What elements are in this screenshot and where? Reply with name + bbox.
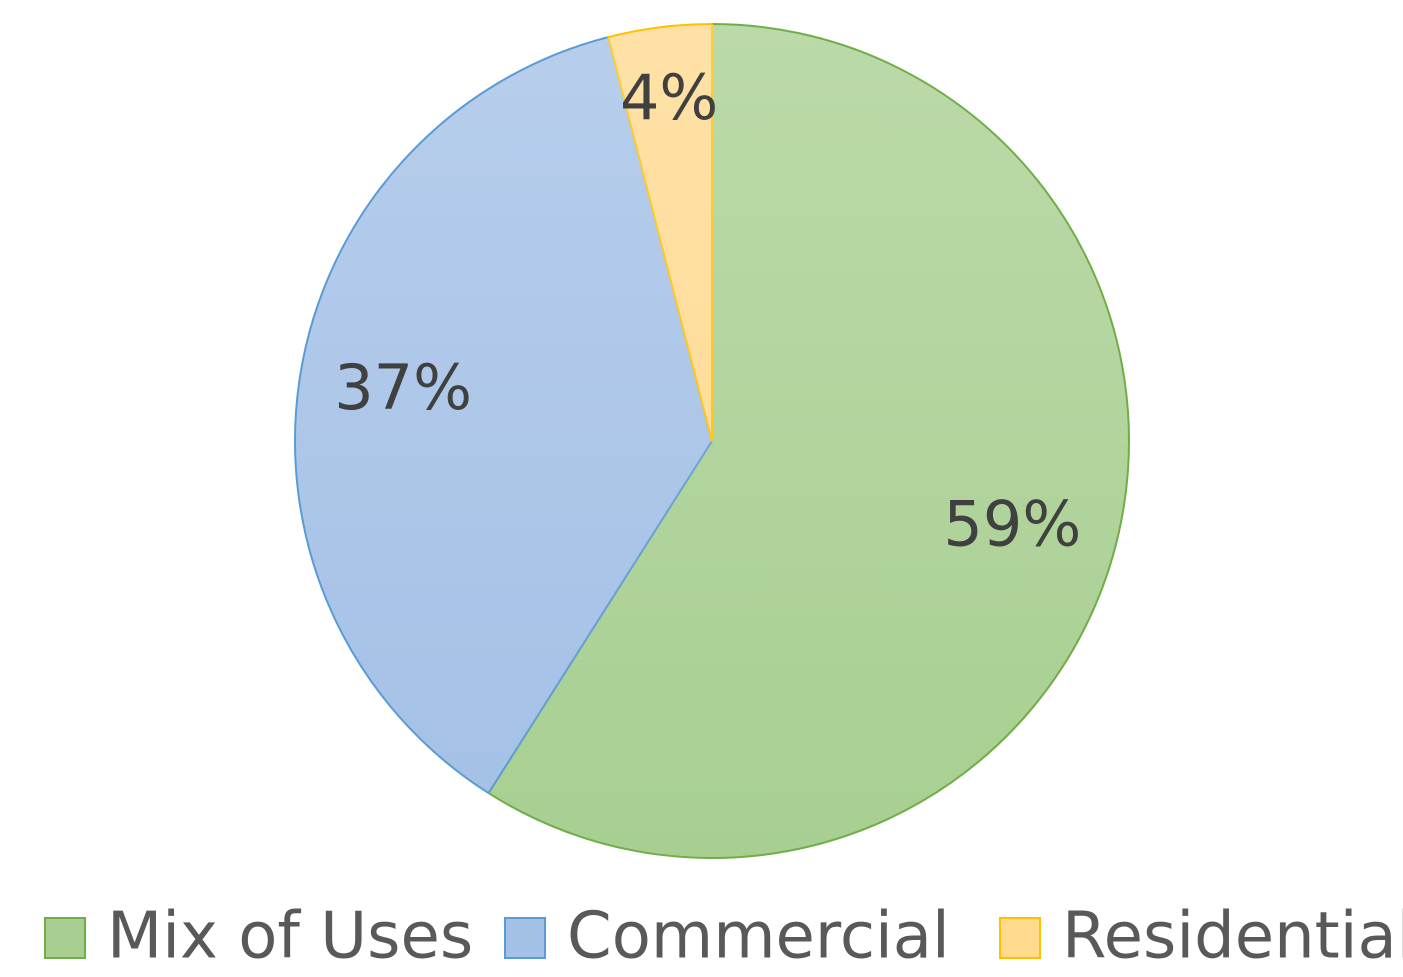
legend-label: Residential <box>1062 900 1403 974</box>
data-label: 37% <box>334 351 472 424</box>
legend-label: Mix of Uses <box>107 900 473 974</box>
data-label: 4% <box>620 61 718 134</box>
labels: 59% 37% 4% <box>334 61 1081 560</box>
pie <box>294 23 1130 859</box>
data-label: 59% <box>943 487 1081 560</box>
legend-swatch <box>44 917 86 959</box>
legend-label: Commercial <box>567 900 950 974</box>
legend: Mix of Uses Commercial Residential <box>44 900 1403 974</box>
legend-swatch <box>504 917 546 959</box>
legend-swatch <box>999 917 1041 959</box>
